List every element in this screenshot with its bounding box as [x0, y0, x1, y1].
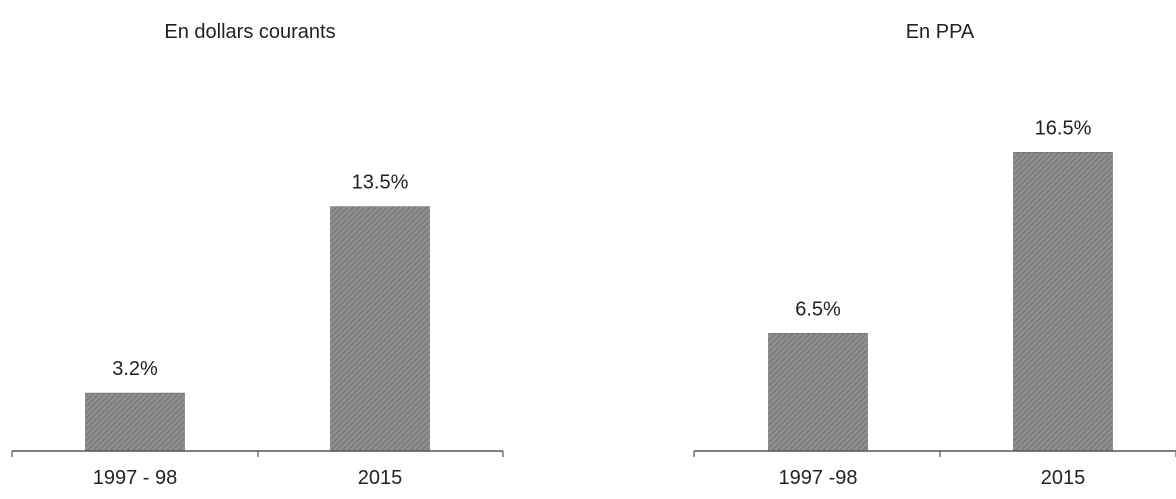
chart-title: En PPA [906, 21, 975, 43]
data-label-2: 13.5% [352, 172, 409, 194]
bar-1 [768, 333, 868, 452]
bar-2 [330, 206, 430, 452]
x-tick-label-1: 1997 -98 [779, 467, 858, 489]
x-tick-label-2: 2015 [1041, 467, 1086, 489]
bar-1 [85, 392, 185, 452]
bar-2 [1013, 152, 1113, 452]
data-label-1: 3.2% [112, 358, 158, 380]
data-label-2: 16.5% [1035, 117, 1092, 139]
data-label-1: 6.5% [795, 298, 841, 320]
x-tick-label-2: 2015 [358, 467, 403, 489]
chart-panel-1: En dollars courants 3.2% 1997 - 98 13.5% 201… [11, 21, 504, 489]
x-tick-label-1: 1997 - 98 [93, 467, 178, 489]
chart-title: En dollars courants [164, 21, 335, 43]
chart-panel-2: En PPA 6.5% 1997 -98 16.5% 2015 [693, 21, 1176, 489]
